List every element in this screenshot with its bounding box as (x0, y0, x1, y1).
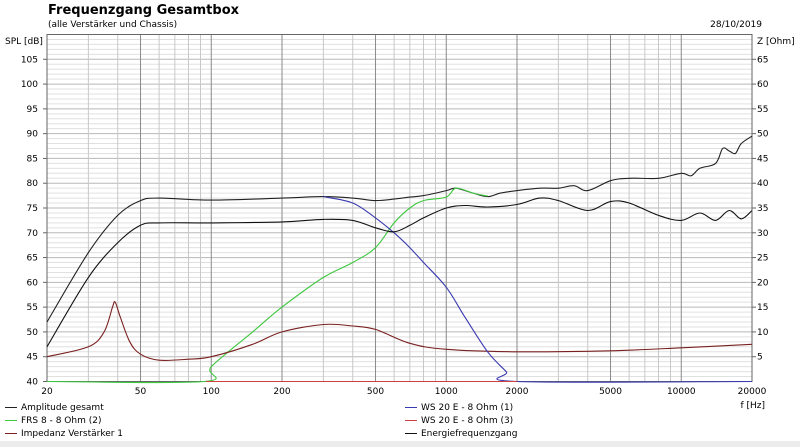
y-tick-label: 85 (27, 154, 38, 164)
legend-swatch (405, 407, 417, 408)
legend-swatch (405, 420, 417, 421)
series-line-4 (323, 196, 753, 383)
y-axis-label: SPL [dB] (5, 37, 43, 47)
y-tick-label: 90 (27, 130, 39, 140)
legend-item: Impedanz Verstärker 1 (5, 427, 123, 440)
y2-tick-label: 45 (757, 154, 768, 164)
legend-swatch (5, 433, 17, 434)
y2-tick-label: 35 (757, 204, 768, 214)
y-tick-label: 55 (27, 303, 38, 313)
legend-swatch (5, 407, 17, 408)
x-tick-label: 100 (203, 387, 220, 397)
y-tick-label: 45 (27, 353, 38, 363)
y-tick-label: 80 (27, 179, 39, 189)
x-tick-label: 5000 (599, 387, 622, 397)
legend-item: WS 20 E - 8 Ohm (3) (405, 414, 517, 427)
legend-item: WS 20 E - 8 Ohm (1) (405, 401, 517, 414)
legend-label: Energiefrequenzgang (421, 428, 518, 439)
y2-tick-label: 65 (757, 55, 768, 65)
chart-subtitle: (alle Verstärker und Chassis) (48, 20, 178, 30)
legend-right: WS 20 E - 8 Ohm (1) WS 20 E - 8 Ohm (3) En… (405, 401, 517, 440)
y2-tick-label: 40 (757, 179, 769, 189)
legend-swatch (5, 420, 17, 421)
legend-left: Amplitude gesamt FRS 8 - 8 Ohm (2) Impedan… (5, 401, 123, 440)
y2-axis-label: Z [Ohm] (757, 37, 795, 47)
y-tick-label: 105 (21, 55, 38, 65)
x-tick-label: 1000 (435, 387, 458, 397)
legend-item: Energiefrequenzgang (405, 427, 517, 440)
y-tick-label: 75 (27, 204, 38, 214)
series-line-3 (46, 301, 753, 362)
y2-tick-label: 60 (757, 80, 769, 90)
y2-tick-label: 55 (757, 105, 768, 115)
x-tick-label: 200 (273, 387, 290, 397)
y2-tick-label: 10 (757, 328, 769, 338)
y2-tick-label: 30 (757, 229, 769, 239)
series-line-6 (46, 197, 753, 348)
y-tick-label: 40 (27, 378, 39, 388)
y-tick-label: 100 (21, 80, 38, 90)
x-tick-label: 20000 (738, 387, 767, 397)
legend-label: FRS 8 - 8 Ohm (2) (21, 415, 102, 426)
y2-tick-label: 25 (757, 254, 768, 264)
y-tick-label: 50 (27, 328, 39, 338)
x-tick-label: 10000 (667, 387, 696, 397)
legend-swatch (405, 433, 417, 434)
y-tick-label: 65 (27, 254, 38, 264)
legend-label: WS 20 E - 8 Ohm (3) (421, 415, 514, 426)
legend-label: Amplitude gesamt (21, 402, 104, 413)
legend-item: Amplitude gesamt (5, 401, 123, 414)
chart-date: 28/10/2019 (710, 20, 762, 30)
x-tick-label: 20 (41, 387, 53, 397)
x-axis-label: f [Hz] (740, 401, 765, 411)
series-line-1 (46, 135, 753, 323)
y2-tick-label: 20 (757, 278, 769, 288)
y2-tick-label: 5 (757, 353, 763, 363)
y2-tick-label: 15 (757, 303, 768, 313)
y-tick-label: 70 (27, 229, 39, 239)
y-tick-label: 95 (27, 105, 38, 115)
x-tick-label: 2000 (506, 387, 529, 397)
y2-tick-label: 50 (757, 130, 769, 140)
x-tick-label: 50 (135, 387, 147, 397)
series-line-2 (46, 187, 488, 384)
legend-label: Impedanz Verstärker 1 (21, 428, 124, 439)
y-tick-label: 60 (27, 278, 39, 288)
x-tick-label: 500 (367, 387, 384, 397)
chart-title: Frequenzgang Gesamtbox (48, 3, 240, 18)
legend-label: WS 20 E - 8 Ohm (1) (421, 402, 514, 413)
status-bar (0, 441, 800, 447)
legend-item: FRS 8 - 8 Ohm (2) (5, 414, 123, 427)
